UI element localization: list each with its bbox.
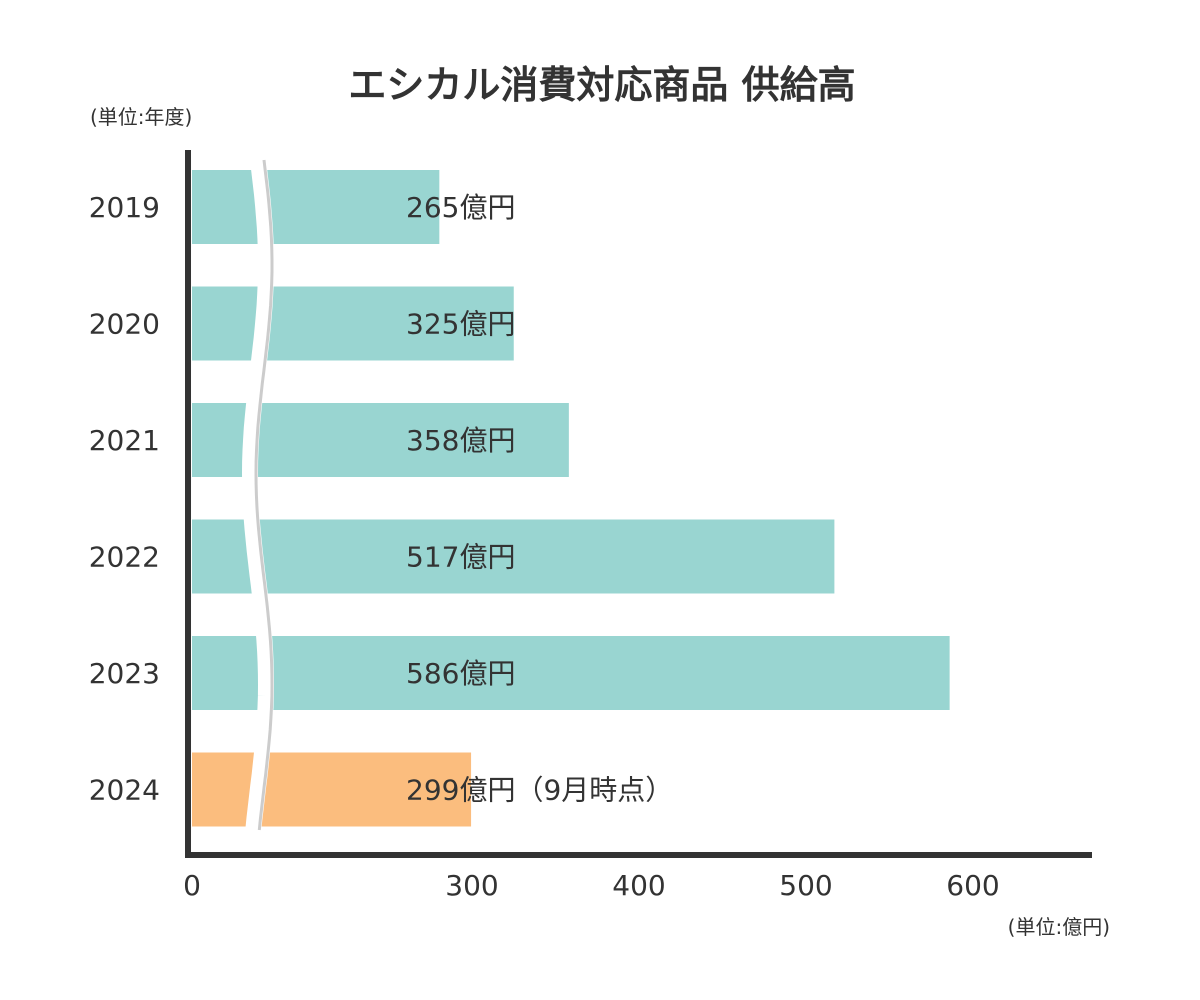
- x-tick-labels-layer: 0 300 400 500 600: [183, 869, 1000, 902]
- category-unit-label: (単位:年度): [90, 105, 192, 129]
- data-label-2022: 517億円: [406, 541, 515, 574]
- x-tick-label-500: 500: [779, 869, 832, 902]
- axes-layer: [185, 150, 1092, 858]
- x-tick-label-300: 300: [445, 869, 498, 902]
- category-label-2023: 2023: [89, 657, 160, 690]
- x-tick-label-0: 0: [183, 869, 201, 902]
- axis-break-gap: [241, 159, 275, 831]
- bar-2023: [192, 636, 950, 710]
- chart-title: エシカル消費対応商品 供給高: [348, 63, 855, 107]
- category-label-2020: 2020: [89, 308, 160, 341]
- data-labels-layer: 265億円 325億円 358億円 517億円 586億円 299億円（9月時点）: [406, 191, 673, 807]
- data-label-2021: 358億円: [406, 424, 515, 457]
- data-label-2024: 299億円（9月時点）: [406, 774, 673, 807]
- category-label-2024: 2024: [89, 774, 160, 807]
- bar-2020: [192, 286, 514, 361]
- x-tick-label-600: 600: [946, 869, 999, 902]
- bars-layer: [192, 170, 950, 827]
- category-labels-layer: 2019 2020 2021 2022 2023 2024: [89, 191, 160, 807]
- axis-break: [241, 159, 275, 831]
- data-label-2019: 265億円: [406, 191, 515, 224]
- value-unit-label: (単位:億円): [1008, 915, 1110, 939]
- category-label-2021: 2021: [89, 424, 160, 457]
- bar-2022: [192, 519, 835, 594]
- bar-2019: [192, 170, 440, 244]
- bar-2024: [192, 752, 472, 827]
- axis-break-line: [254, 159, 274, 831]
- data-label-2020: 325億円: [406, 308, 515, 341]
- x-tick-label-400: 400: [612, 869, 665, 902]
- category-label-2019: 2019: [89, 191, 160, 224]
- category-label-2022: 2022: [89, 541, 160, 574]
- data-label-2023: 586億円: [406, 657, 515, 690]
